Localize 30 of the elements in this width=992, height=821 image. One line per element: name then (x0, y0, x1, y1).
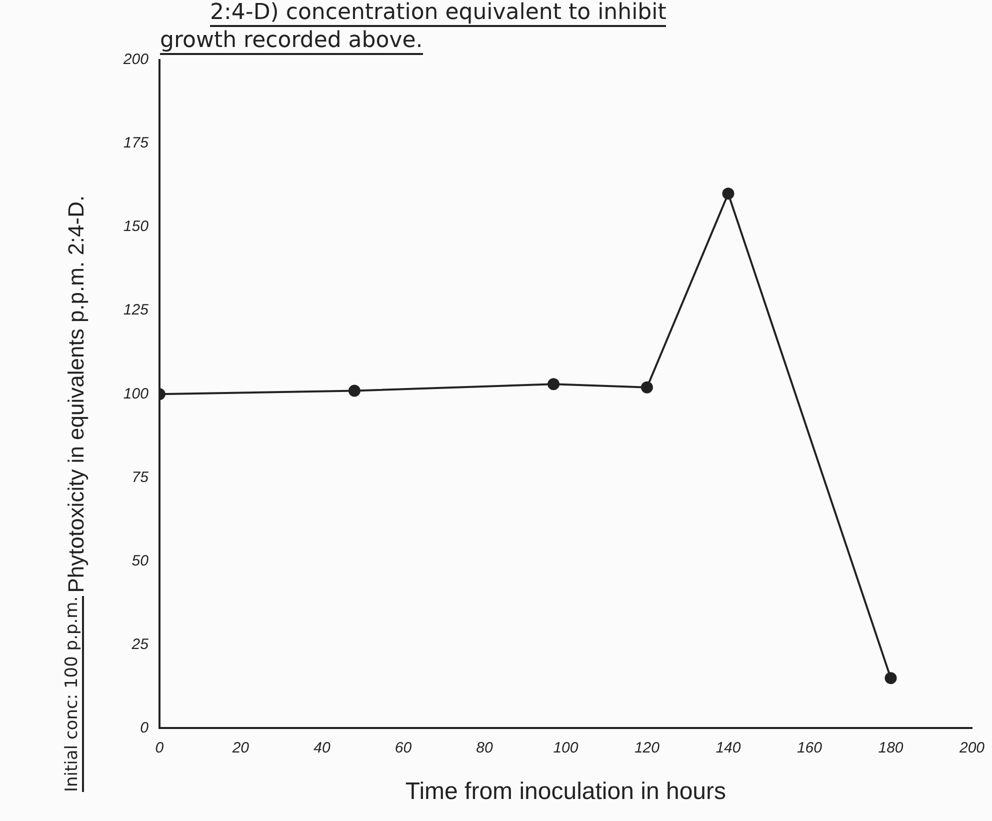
y-tick-label: 175 (123, 134, 150, 152)
chart-title: 2:4-D) concentration equivalent to inhibit (210, 0, 666, 27)
x-axis-title: Time from inoculation in hours (405, 778, 726, 806)
x-tick-label: 0 (155, 739, 164, 756)
x-tick-label: 140 (716, 739, 742, 756)
x-tick-label: 200 (958, 739, 986, 756)
x-tick-label: 60 (394, 739, 412, 756)
y-tick-label: 150 (123, 218, 150, 236)
x-tick-label: 160 (796, 739, 823, 756)
x-tick-label: 20 (231, 739, 250, 756)
y-tick-label: 125 (123, 302, 150, 319)
chart-subtitle: growth recorded above. (160, 28, 423, 55)
x-tick-label: 80 (476, 739, 494, 756)
y-tick-label: 0 (140, 719, 150, 736)
y-tick-label: 100 (123, 385, 150, 402)
point (548, 378, 560, 390)
x-tick-label: 100 (553, 739, 579, 756)
y-tick-label: 50 (132, 552, 150, 570)
x-tick-label: 180 (878, 739, 904, 756)
y-tick-label: 25 (130, 636, 150, 653)
text: Initial conc: 100 p.p.m. (62, 596, 84, 792)
point (884, 672, 897, 684)
x-tick-label: 120 (634, 739, 660, 756)
point (348, 384, 360, 397)
y-tick-label: 75 (132, 468, 150, 486)
x-tick-label: 40 (314, 739, 331, 756)
point (722, 188, 734, 200)
point (640, 381, 653, 394)
y-axis-title: Phytotoxicity in equivalents p.p.m. 2:4-D. (63, 195, 88, 593)
y-tick-label: 200 (122, 51, 150, 68)
